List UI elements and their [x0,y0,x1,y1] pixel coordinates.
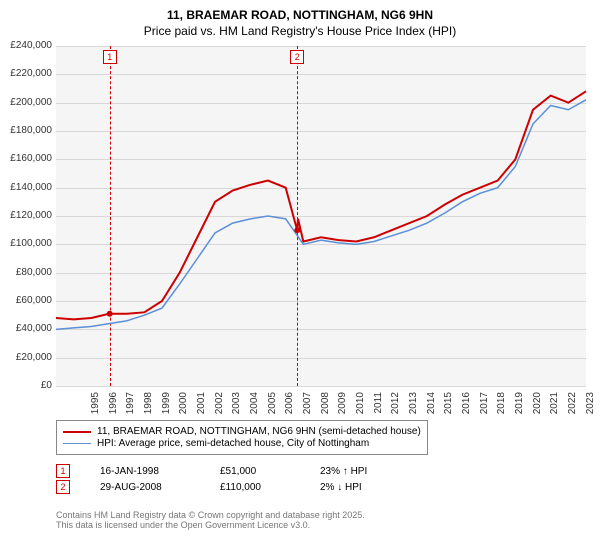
attribution-line1: Contains HM Land Registry data © Crown c… [56,510,365,520]
transaction-price: £51,000 [220,466,290,477]
x-axis-label: 2002 [214,392,225,428]
y-axis-label: £160,000 [0,153,52,164]
x-axis-label: 2001 [196,392,207,428]
x-axis-label: 2019 [514,392,525,428]
series-price_paid [56,91,586,319]
x-axis-label: 2014 [426,392,437,428]
x-axis-label: 2013 [408,392,419,428]
transaction-date: 16-JAN-1998 [100,466,190,477]
x-axis-label: 2003 [231,392,242,428]
marker-1: 1 [103,50,117,64]
transaction-date: 29-AUG-2008 [100,482,190,493]
x-axis-label: 2022 [567,392,578,428]
x-axis-label: 2015 [443,392,454,428]
x-axis-label: 1999 [161,392,172,428]
x-axis-label: 2000 [178,392,189,428]
y-axis-label: £220,000 [0,68,52,79]
y-axis-label: £180,000 [0,125,52,136]
series-hpi [56,100,586,330]
y-axis-label: £140,000 [0,182,52,193]
y-axis-label: £20,000 [0,352,52,363]
marker-point-1 [107,311,113,317]
x-axis-label: 2005 [267,392,278,428]
x-axis-label: 2011 [373,392,384,428]
x-axis-label: 2017 [479,392,490,428]
x-axis-label: 2018 [496,392,507,428]
x-axis-label: 1997 [125,392,136,428]
y-axis-label: £240,000 [0,40,52,51]
x-axis-label: 2021 [549,392,560,428]
y-axis-label: £200,000 [0,97,52,108]
transaction-marker: 2 [56,480,70,494]
y-axis-label: £120,000 [0,210,52,221]
y-axis-label: £100,000 [0,238,52,249]
x-axis-label: 2020 [532,392,543,428]
x-axis-label: 1996 [108,392,119,428]
x-axis-label: 2008 [320,392,331,428]
x-axis-label: 2010 [355,392,366,428]
transaction-table: 1 16-JAN-1998 £51,000 23% ↑ HPI 2 29-AUG-2008… [56,462,367,496]
y-axis-label: £80,000 [0,267,52,278]
transaction-row: 1 16-JAN-1998 £51,000 23% ↑ HPI [56,464,367,478]
legend-swatch [63,443,91,445]
x-axis-label: 1995 [90,392,101,428]
legend-row: HPI: Average price, semi-detached house,… [63,438,421,449]
y-axis-label: £0 [0,380,52,391]
legend-swatch [63,431,91,433]
x-axis-label: 2016 [461,392,472,428]
marker-point-2 [294,227,300,233]
transaction-marker: 1 [56,464,70,478]
y-axis-label: £60,000 [0,295,52,306]
legend-label: HPI: Average price, semi-detached house,… [97,438,369,449]
x-axis-label: 2009 [337,392,348,428]
x-axis-label: 2007 [302,392,313,428]
transaction-delta: 23% ↑ HPI [320,466,367,477]
marker-2: 2 [290,50,304,64]
transaction-price: £110,000 [220,482,290,493]
attribution: Contains HM Land Registry data © Crown c… [56,510,365,530]
transaction-row: 2 29-AUG-2008 £110,000 2% ↓ HPI [56,480,367,494]
y-axis-label: £40,000 [0,323,52,334]
x-axis-label: 2012 [390,392,401,428]
transaction-delta: 2% ↓ HPI [320,482,362,493]
x-axis-label: 2023 [585,392,596,428]
x-axis-label: 2004 [249,392,260,428]
x-axis-label: 1998 [143,392,154,428]
x-axis-label: 2006 [284,392,295,428]
attribution-line2: This data is licensed under the Open Gov… [56,520,365,530]
